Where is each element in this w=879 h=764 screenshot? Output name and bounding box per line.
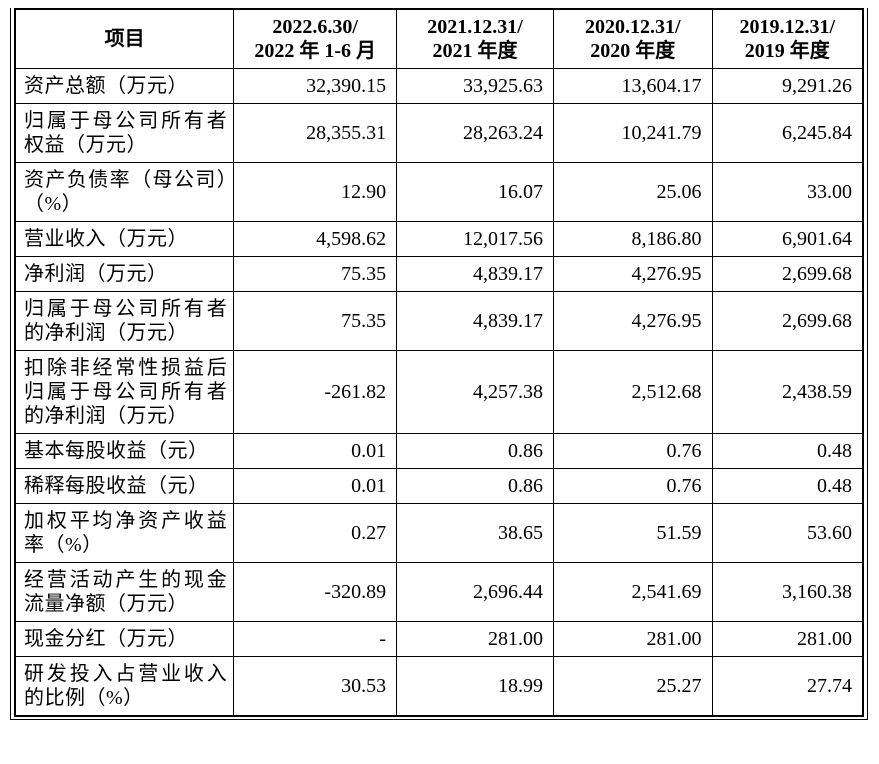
value-cell: 18.99 — [396, 656, 554, 717]
value-cell: 33,925.63 — [396, 68, 554, 104]
period-span-line: 2021 年度 — [432, 40, 518, 62]
row-label-cell: 现金分红（万元） — [14, 621, 235, 657]
period-span-line: 2019 年度 — [744, 40, 830, 62]
column-header-period: 2022.6.30/2022 年 1-6 月 — [233, 8, 398, 69]
value-cell: 0.27 — [233, 503, 398, 563]
table-row: 现金分红（万元） -281.00 281.00 281.00 — [14, 621, 864, 657]
value-cell: -261.82 — [233, 350, 398, 434]
value-cell: 4,257.38 — [396, 350, 554, 434]
value-cell: 0.86 — [396, 468, 554, 504]
table-row: 研发投入占营业收入的比例（%） 30.53 18.99 25.27 27.74 — [14, 656, 864, 717]
period-span-line: 2020 年度 — [590, 40, 676, 62]
row-label-cell: 资产负债率（母公司）（%） — [14, 162, 235, 222]
table-row: 资产负债率（母公司）（%） 12.90 16.07 25.06 33.00 — [14, 162, 864, 222]
period-span-line: 2022 年 1-6 月 — [254, 40, 377, 62]
row-label-cell: 扣除非经常性损益后归属于母公司所有者的净利润（万元） — [14, 350, 235, 434]
value-cell: 75.35 — [233, 291, 398, 351]
financial-summary-table: 项目 2022.6.30/2022 年 1-6 月 2021.12.31/2021… — [14, 8, 864, 717]
header-row: 项目 2022.6.30/2022 年 1-6 月 2021.12.31/2021… — [14, 8, 864, 69]
value-cell: 0.76 — [552, 433, 713, 469]
value-cell: -320.89 — [233, 562, 398, 622]
table-outer-border: 项目 2022.6.30/2022 年 1-6 月 2021.12.31/2021… — [10, 8, 868, 720]
value-cell: 12.90 — [233, 162, 398, 222]
table-row: 稀释每股收益（元） 0.01 0.86 0.76 0.48 — [14, 468, 864, 504]
value-cell: 0.48 — [711, 468, 864, 504]
row-label-cell: 加权平均净资产收益率（%） — [14, 503, 235, 563]
table-row: 营业收入（万元） 4,598.62 12,017.56 8,186.80 6,901.6… — [14, 221, 864, 257]
table-row: 经营活动产生的现金流量净额（万元） -320.89 2,696.44 2,541.69… — [14, 562, 864, 622]
value-cell: 0.01 — [233, 433, 398, 469]
value-cell: 2,699.68 — [711, 291, 864, 351]
value-cell: 51.59 — [552, 503, 713, 563]
value-cell: 6,901.64 — [711, 221, 864, 257]
value-cell: 13,604.17 — [552, 68, 713, 104]
period-date-line: 2021.12.31/ — [427, 16, 523, 38]
table-body: 资产总额（万元） 32,390.15 33,925.63 13,604.17 9,291… — [14, 68, 864, 717]
value-cell: 6,245.84 — [711, 103, 864, 163]
value-cell: 16.07 — [396, 162, 554, 222]
row-label-cell: 净利润（万元） — [14, 256, 235, 292]
value-cell: 25.27 — [552, 656, 713, 717]
row-label-cell: 资产总额（万元） — [14, 68, 235, 104]
value-cell: 4,839.17 — [396, 291, 554, 351]
period-date-line: 2019.12.31/ — [739, 16, 836, 38]
value-cell: 28,355.31 — [233, 103, 398, 163]
value-cell: 30.53 — [233, 656, 398, 717]
value-cell: 2,699.68 — [711, 256, 864, 292]
row-label-cell: 研发投入占营业收入的比例（%） — [14, 656, 235, 717]
value-cell: 0.01 — [233, 468, 398, 504]
table-row: 资产总额（万元） 32,390.15 33,925.63 13,604.17 9,291… — [14, 68, 864, 104]
column-header-period: 2019.12.31/2019 年度 — [711, 8, 864, 69]
value-cell: 0.76 — [552, 468, 713, 504]
value-cell: 281.00 — [711, 621, 864, 657]
value-cell: 75.35 — [233, 256, 398, 292]
value-cell: 12,017.56 — [396, 221, 554, 257]
table-row: 净利润（万元） 75.35 4,839.17 4,276.95 2,699.68 — [14, 256, 864, 292]
value-cell: 2,438.59 — [711, 350, 864, 434]
value-cell: 3,160.38 — [711, 562, 864, 622]
value-cell: 0.86 — [396, 433, 554, 469]
period-date-line: 2022.6.30/ — [272, 16, 358, 38]
value-cell: 9,291.26 — [711, 68, 864, 104]
table-row: 归属于母公司所有者权益（万元） 28,355.31 28,263.24 10,241.… — [14, 103, 864, 163]
value-cell: 2,696.44 — [396, 562, 554, 622]
value-cell: 2,541.69 — [552, 562, 713, 622]
value-cell: 33.00 — [711, 162, 864, 222]
value-cell: 4,839.17 — [396, 256, 554, 292]
table-row: 加权平均净资产收益率（%） 0.27 38.65 51.59 53.60 — [14, 503, 864, 563]
value-cell: 281.00 — [552, 621, 713, 657]
value-cell: 0.48 — [711, 433, 864, 469]
row-label-cell: 经营活动产生的现金流量净额（万元） — [14, 562, 235, 622]
table-row: 基本每股收益（元） 0.01 0.86 0.76 0.48 — [14, 433, 864, 469]
value-cell: - — [233, 621, 398, 657]
value-cell: 32,390.15 — [233, 68, 398, 104]
row-label-cell: 归属于母公司所有者的净利润（万元） — [14, 291, 235, 351]
row-label-cell: 基本每股收益（元） — [14, 433, 235, 469]
column-header-period: 2021.12.31/2021 年度 — [396, 8, 554, 69]
value-cell: 28,263.24 — [396, 103, 554, 163]
table-row: 归属于母公司所有者的净利润（万元） 75.35 4,839.17 4,276.95 2,… — [14, 291, 864, 351]
column-header-period: 2020.12.31/2020 年度 — [552, 8, 713, 69]
column-header-item: 项目 — [14, 8, 235, 69]
value-cell: 2,512.68 — [552, 350, 713, 434]
row-label-cell: 营业收入（万元） — [14, 221, 235, 257]
table-row: 扣除非经常性损益后归属于母公司所有者的净利润（万元） -261.82 4,257.3… — [14, 350, 864, 434]
value-cell: 38.65 — [396, 503, 554, 563]
value-cell: 4,276.95 — [552, 256, 713, 292]
value-cell: 27.74 — [711, 656, 864, 717]
row-label-cell: 归属于母公司所有者权益（万元） — [14, 103, 235, 163]
value-cell: 8,186.80 — [552, 221, 713, 257]
value-cell: 281.00 — [396, 621, 554, 657]
value-cell: 53.60 — [711, 503, 864, 563]
value-cell: 10,241.79 — [552, 103, 713, 163]
value-cell: 4,276.95 — [552, 291, 713, 351]
period-date-line: 2020.12.31/ — [584, 16, 681, 38]
value-cell: 25.06 — [552, 162, 713, 222]
row-label-cell: 稀释每股收益（元） — [14, 468, 235, 504]
value-cell: 4,598.62 — [233, 221, 398, 257]
